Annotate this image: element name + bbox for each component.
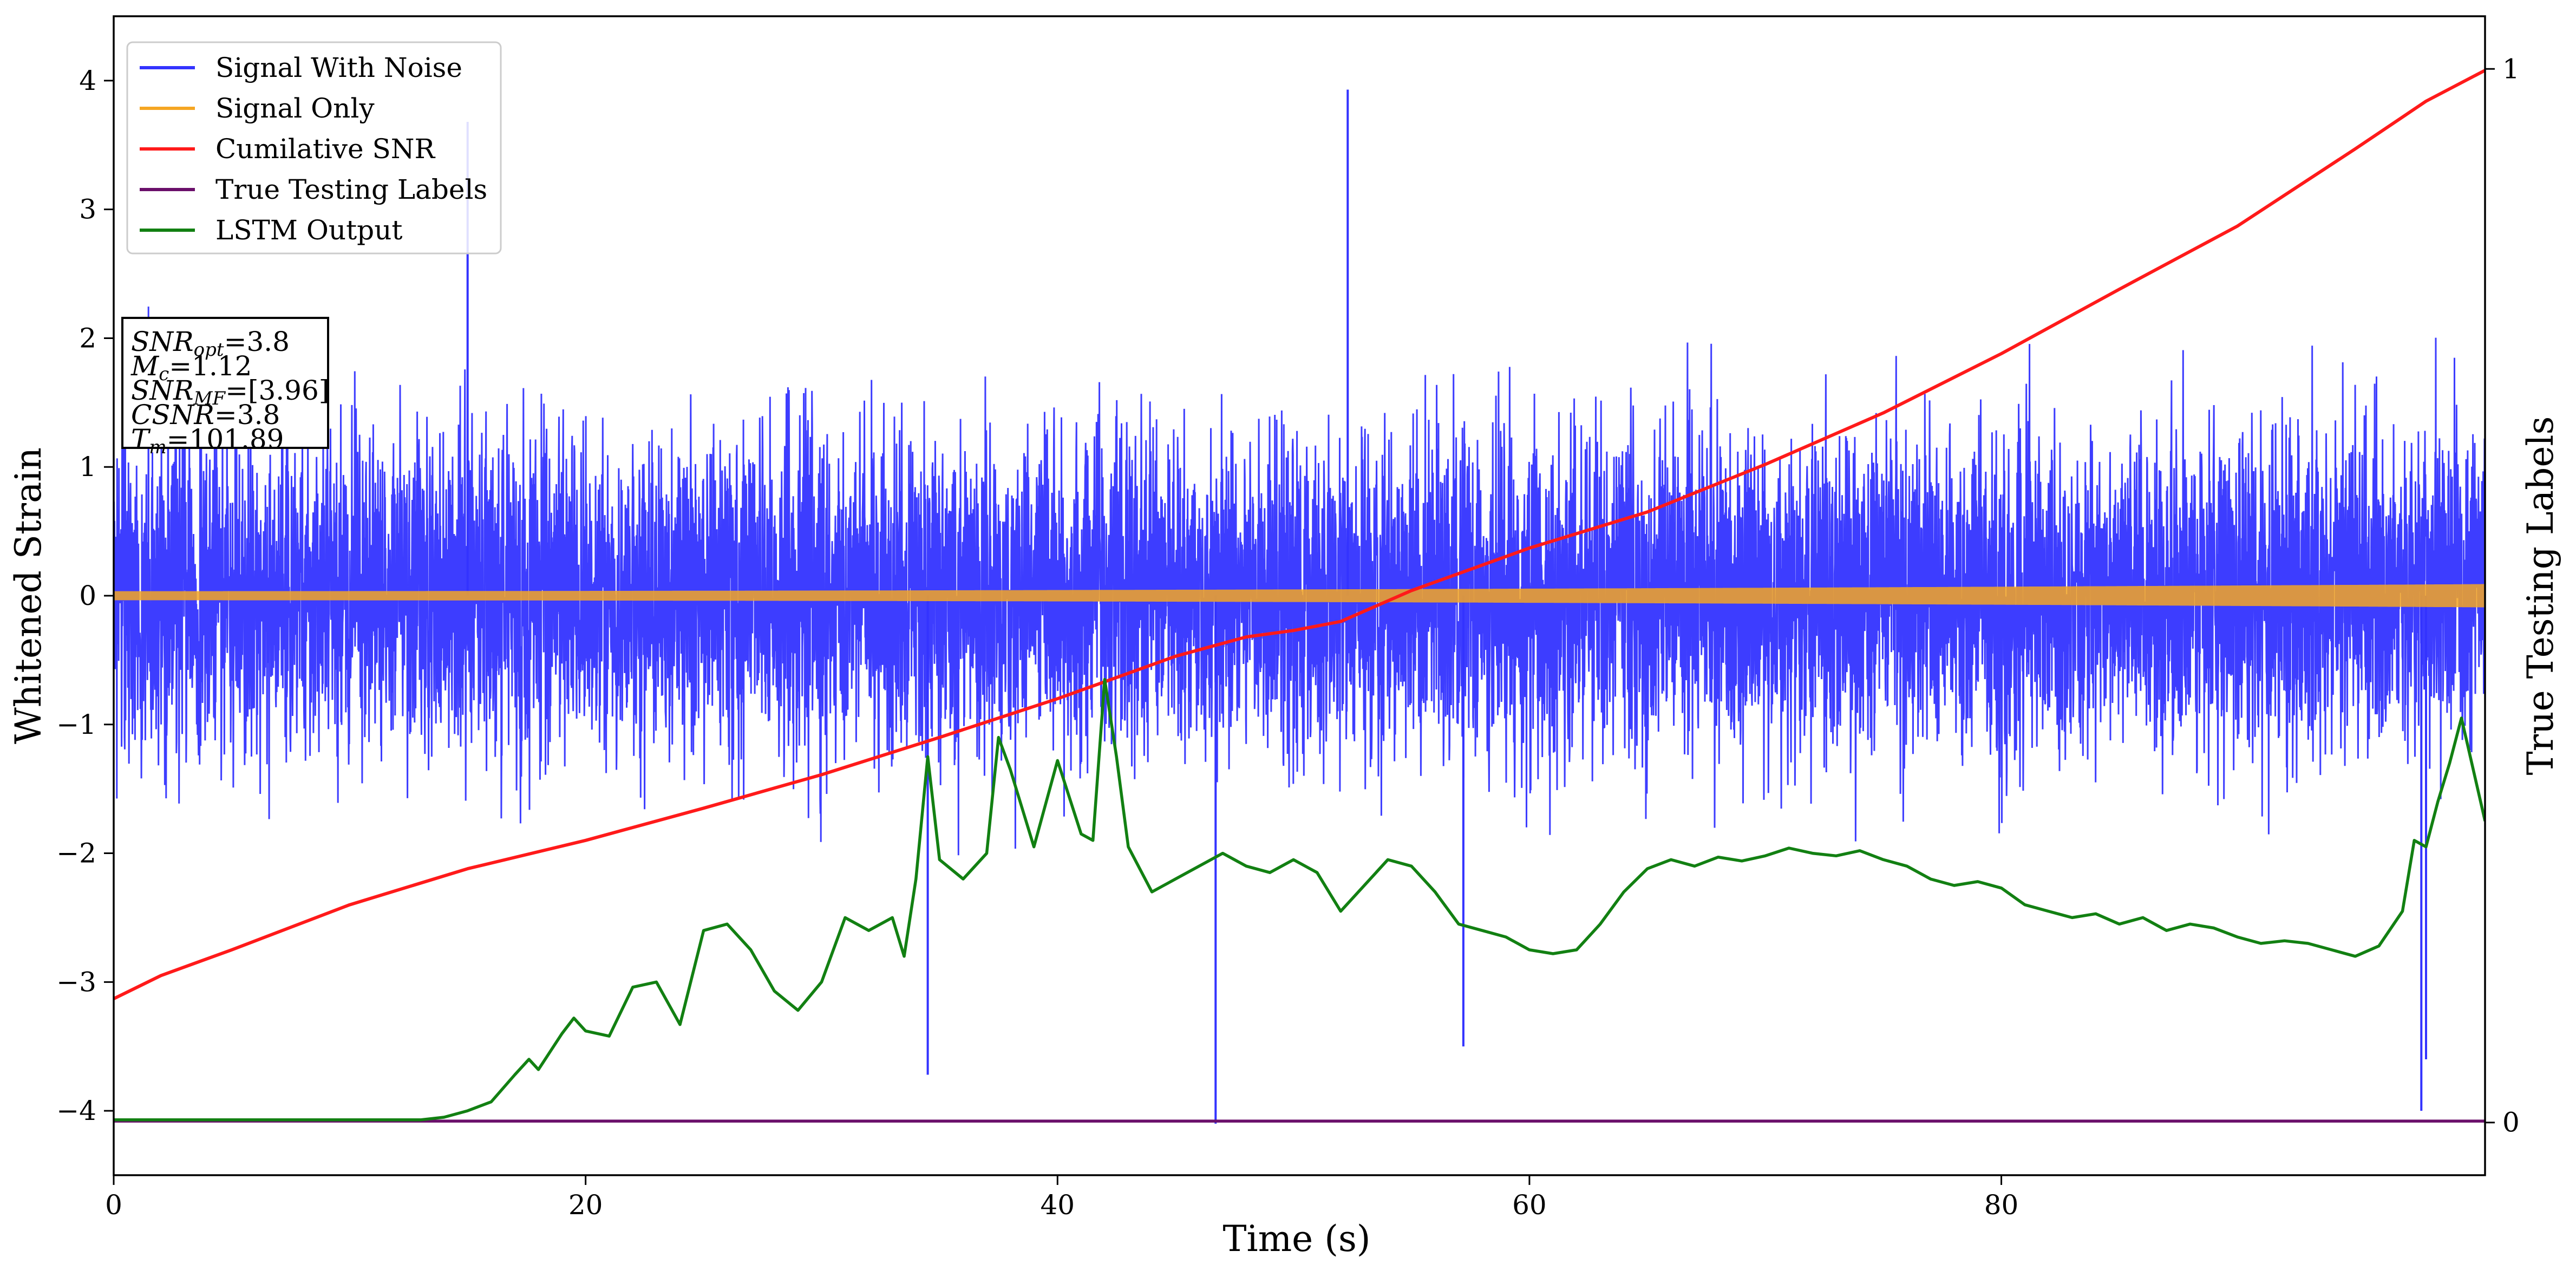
info-box-frame <box>121 317 329 449</box>
y-tick-label: 4 <box>79 65 96 96</box>
info-line: SNRMF=[3.96] <box>131 375 329 409</box>
y-tick-label: 0 <box>79 580 96 611</box>
legend-label: True Testing Labels <box>215 174 487 205</box>
x-axis-label: Time (s) <box>1222 1218 1370 1260</box>
info-box: SNRopt=3.8Mc=1.12SNRMF=[3.96]CSNR=3.8Tm=… <box>121 317 329 458</box>
series-signal-with-noise-line <box>114 307 2485 856</box>
x-tick-label: 0 <box>105 1189 122 1221</box>
x-tick-label: 20 <box>568 1189 603 1221</box>
x-tick-label: 40 <box>1040 1189 1075 1221</box>
info-line: SNRopt=3.8 <box>131 326 290 361</box>
legend-label: Signal Only <box>215 93 375 124</box>
y2-tick-label: 0 <box>2502 1107 2520 1138</box>
series-lstm-output-line <box>114 677 2485 1122</box>
y-axis-label: Whitened Strain <box>8 447 49 744</box>
legend-frame <box>126 41 502 255</box>
legend-label: LSTM Output <box>215 214 402 246</box>
y-tick-label: −1 <box>56 709 96 740</box>
y-tick-label: 3 <box>79 194 96 225</box>
y-tick-label: 1 <box>79 451 96 483</box>
series-signal-only-line <box>114 584 2485 608</box>
legend: Signal With Noise Signal Only Cumilative S… <box>126 41 502 255</box>
y-tick-label: −3 <box>56 966 96 998</box>
x-tick-label: 80 <box>1984 1189 2019 1221</box>
plot-area <box>114 69 2485 1124</box>
info-line: Mc=1.12 <box>130 350 252 385</box>
series-cumulative-snr-line <box>114 69 2485 1000</box>
legend-label: Signal With Noise <box>215 52 462 83</box>
series-signal-with-noise-spikes <box>466 89 2427 1124</box>
y2-tick-label: 1 <box>2502 53 2520 84</box>
y-tick-label: −2 <box>56 838 96 869</box>
y2-axis-label: True Testing Labels <box>2520 416 2561 776</box>
legend-label: Cumilative SNR <box>215 133 435 165</box>
x-tick-label: 60 <box>1512 1189 1547 1221</box>
info-line: Tm=101.89 <box>131 424 284 458</box>
info-line: CSNR=3.8 <box>131 399 280 431</box>
y-tick-label: −4 <box>56 1095 96 1126</box>
y-tick-label: 2 <box>79 322 96 354</box>
